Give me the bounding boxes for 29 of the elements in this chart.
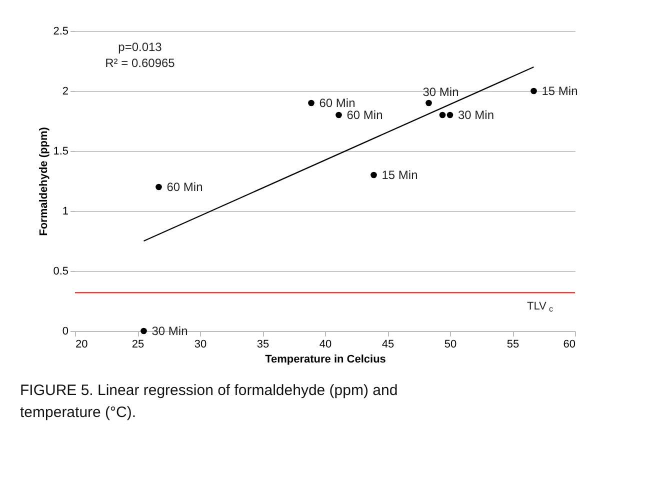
- annotation: 15 Min: [382, 168, 418, 182]
- y-axis-title: Formaldehyde (ppm): [38, 126, 50, 236]
- annotation: 60 Min: [346, 108, 383, 122]
- y-tick-label: 2.5: [53, 26, 68, 38]
- y-tick-label: 1: [62, 206, 68, 218]
- annotation: p=0.013: [118, 40, 162, 54]
- annotation: 30 Min: [422, 85, 459, 99]
- annotation: 15 Min: [542, 84, 578, 98]
- annotation: 60 Min: [166, 180, 203, 194]
- x-tick-label: 35: [256, 338, 270, 350]
- x-axis-title: Temperature in Celcius: [265, 354, 386, 366]
- x-tick-label: 55: [506, 338, 520, 350]
- annotation: 30 Min: [152, 324, 188, 338]
- y-tick-label: 0.5: [53, 266, 68, 278]
- ref-line-label: TLVc: [527, 300, 553, 314]
- x-tick-label: 45: [382, 338, 394, 350]
- annotation: 60 Min: [319, 96, 356, 110]
- x-tick-label: 30: [194, 338, 207, 350]
- x-tick-label: 20: [76, 338, 88, 350]
- y-tick-label: 0: [62, 326, 68, 338]
- x-tick-label: 40: [319, 338, 332, 350]
- y-tick-label: 2: [62, 86, 68, 98]
- x-tick-label: 25: [132, 338, 144, 350]
- annotation: 30 Min: [458, 108, 494, 122]
- y-tick-label: 1.5: [53, 146, 68, 158]
- x-tick-label: 50: [444, 338, 457, 350]
- caption: FIGURE 5. Linear regression of formaldehyde (ppm) and temperature (°C).: [20, 382, 398, 421]
- x-tick-label: 60: [563, 338, 576, 350]
- annotation: R² = 0.60965: [105, 56, 176, 70]
